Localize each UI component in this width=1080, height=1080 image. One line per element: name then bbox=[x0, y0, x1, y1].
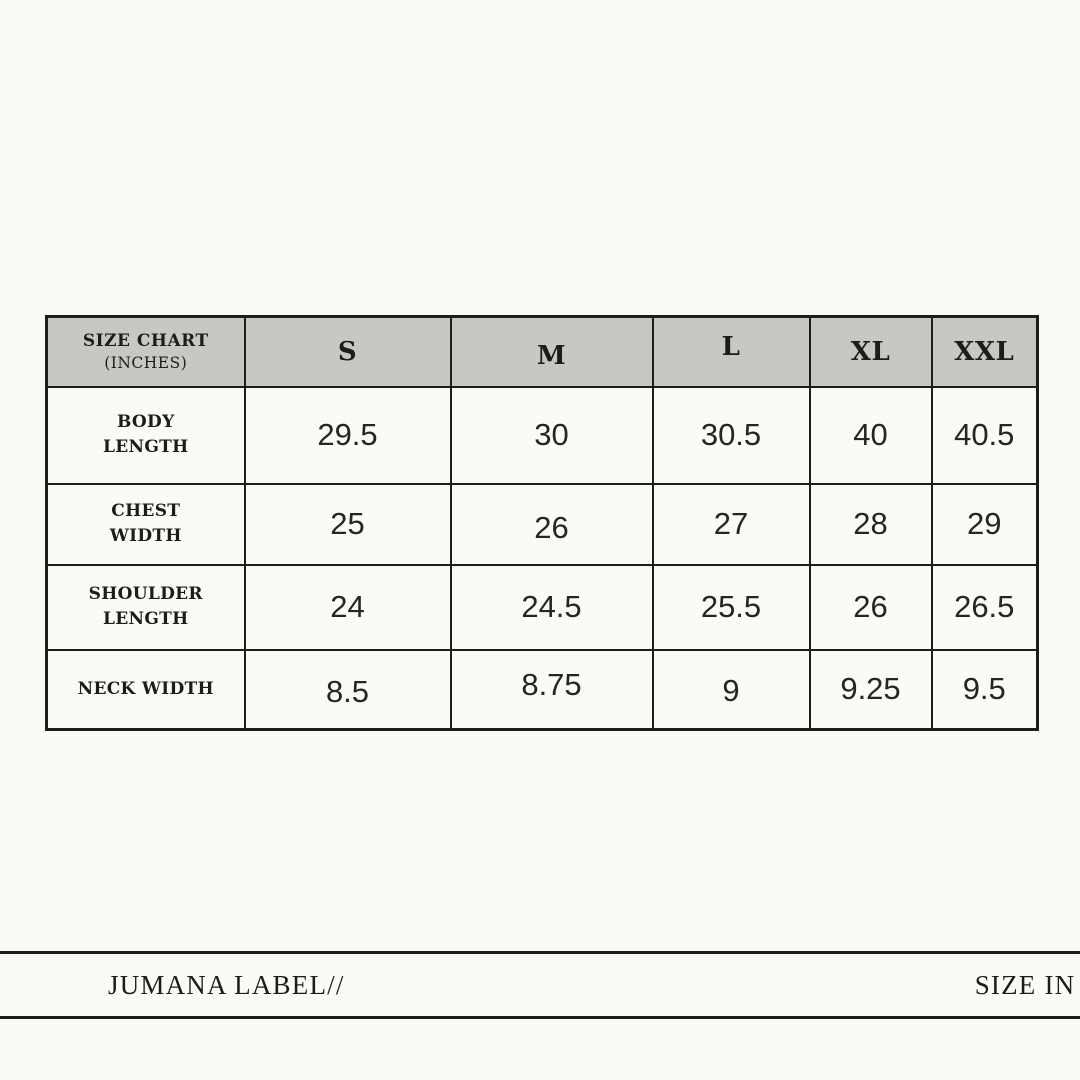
body-length-l: 30.5 bbox=[651, 385, 811, 485]
body-length-s: 29.5 bbox=[243, 385, 452, 485]
size-chart-title-cell: SIZE CHART (INCHES) bbox=[45, 315, 246, 388]
table-title: SIZE CHART bbox=[82, 331, 209, 352]
table-row-body-length: BODY LENGTH 29.5 30 30.5 40 40.5 bbox=[45, 385, 1039, 485]
column-header-m: M bbox=[449, 315, 654, 388]
chest-width-xl: 28 bbox=[808, 482, 933, 566]
column-header-s-label: S bbox=[337, 336, 358, 367]
neck-width-xxl: 9.5 bbox=[930, 648, 1039, 731]
column-header-xxl: XXL bbox=[930, 315, 1039, 388]
chest-width-xxl: 29 bbox=[930, 482, 1039, 566]
column-header-xl: XL bbox=[808, 315, 933, 388]
body-length-xxl: 40.5 bbox=[930, 385, 1039, 485]
neck-width-l: 9 bbox=[651, 648, 811, 731]
column-header-l: L bbox=[651, 315, 811, 388]
shoulder-length-l: 25.5 bbox=[651, 563, 811, 651]
row-label-shoulder-length: SHOULDER LENGTH bbox=[45, 563, 246, 651]
shoulder-length-xxl: 26.5 bbox=[930, 563, 1039, 651]
size-chart-table: SIZE CHART (INCHES) S M L XL XXL BODY LE… bbox=[45, 315, 1039, 731]
column-header-l-label: L bbox=[721, 331, 741, 362]
chest-width-m: 26 bbox=[449, 482, 654, 566]
shoulder-length-m: 24.5 bbox=[449, 563, 654, 651]
table-header-row: SIZE CHART (INCHES) S M L XL XXL bbox=[45, 315, 1039, 388]
row-label-neck-width: NECK WIDTH bbox=[45, 648, 246, 731]
table-row-neck-width: NECK WIDTH 8.5 8.75 9 9.25 9.5 bbox=[45, 648, 1039, 731]
column-header-s: S bbox=[243, 315, 452, 388]
table-row-shoulder-length: SHOULDER LENGTH 24 24.5 25.5 26 26.5 bbox=[45, 563, 1039, 651]
chest-width-s: 25 bbox=[243, 482, 452, 566]
row-label-body-length: BODY LENGTH bbox=[45, 385, 246, 485]
body-length-m: 30 bbox=[449, 385, 654, 485]
column-header-m-label: M bbox=[536, 340, 567, 371]
shoulder-length-xl: 26 bbox=[808, 563, 933, 651]
column-header-xxl-label: XXL bbox=[954, 336, 1015, 367]
row-label-chest-width: CHEST WIDTH bbox=[45, 482, 246, 566]
column-header-xl-label: XL bbox=[850, 336, 891, 367]
brand-label: JUMANA LABEL// bbox=[108, 969, 345, 1000]
footer-band: JUMANA LABEL// SIZE IN INCHES bbox=[0, 951, 1080, 1019]
shoulder-length-s: 24 bbox=[243, 563, 452, 651]
table-row-chest-width: CHEST WIDTH 25 26 27 28 29 bbox=[45, 482, 1039, 566]
neck-width-m: 8.75 bbox=[449, 648, 654, 731]
neck-width-s: 8.5 bbox=[243, 648, 452, 731]
size-units-note: SIZE IN INCHES bbox=[974, 969, 1080, 1000]
chest-width-l: 27 bbox=[651, 482, 811, 566]
neck-width-xl: 9.25 bbox=[808, 648, 933, 731]
body-length-xl: 40 bbox=[808, 385, 933, 485]
table-units-label: (INCHES) bbox=[104, 354, 188, 373]
